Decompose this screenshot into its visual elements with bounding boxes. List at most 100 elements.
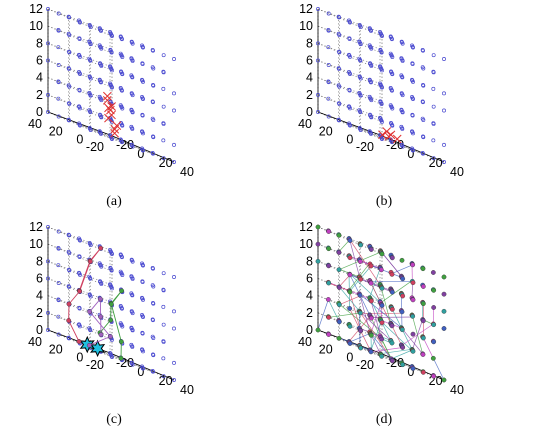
data-point <box>338 285 360 312</box>
data-point <box>130 328 135 333</box>
data-point <box>172 275 176 279</box>
data-point <box>151 66 156 71</box>
data-point <box>337 15 341 20</box>
data-point <box>104 113 113 123</box>
data-point <box>161 374 166 379</box>
y-tick-label: 20 <box>49 125 63 139</box>
data-point <box>140 62 145 66</box>
data-point <box>172 360 176 365</box>
data-point <box>326 332 332 337</box>
data-point <box>326 80 331 85</box>
data-point <box>76 339 82 344</box>
data-point <box>46 225 50 229</box>
data-point <box>442 160 446 164</box>
data-point <box>151 318 155 323</box>
data-point <box>441 326 447 331</box>
data-point <box>400 293 406 299</box>
data-point <box>379 102 384 106</box>
data-point <box>172 160 176 164</box>
data-point <box>118 339 124 345</box>
data-point <box>368 349 374 355</box>
data-point <box>78 272 82 277</box>
data-point <box>337 66 341 71</box>
data-point <box>172 91 176 96</box>
data-point <box>347 323 353 329</box>
data-point <box>368 280 374 286</box>
z-tick-label: 0 <box>306 323 313 337</box>
data-point <box>339 295 361 305</box>
data-point <box>326 28 331 33</box>
data-point <box>120 255 124 260</box>
data-point <box>141 45 145 50</box>
data-point <box>400 362 406 368</box>
z-tick-label: 2 <box>36 88 43 102</box>
data-point <box>421 151 425 156</box>
data-point <box>56 80 61 85</box>
data-point <box>67 268 72 273</box>
data-point <box>370 299 382 339</box>
data-point <box>390 106 395 111</box>
data-point <box>390 37 394 42</box>
data-point <box>411 148 415 153</box>
data-point <box>151 266 155 271</box>
data-point <box>336 267 342 273</box>
data-point <box>412 319 423 351</box>
data-point <box>370 333 392 359</box>
data-point <box>56 96 61 101</box>
y-tick-label: -20 <box>356 358 374 372</box>
data-point <box>130 259 135 264</box>
data-point <box>410 297 416 303</box>
z-tick-label: 6 <box>36 272 43 286</box>
data-point <box>389 358 395 364</box>
data-point <box>400 41 405 46</box>
y-tick-label: 40 <box>28 117 42 131</box>
z-tick-label: 8 <box>306 254 313 268</box>
data-point <box>431 104 436 109</box>
z-tick-label: 12 <box>299 220 313 234</box>
data-point <box>400 58 405 63</box>
data-point <box>77 306 82 311</box>
data-point <box>411 97 415 101</box>
data-point <box>56 229 61 234</box>
data-point <box>161 156 166 161</box>
data-point <box>399 257 405 263</box>
data-point <box>172 326 176 331</box>
data-point <box>337 50 342 55</box>
data-point <box>99 281 104 286</box>
data-point <box>109 268 114 273</box>
data-point <box>120 88 124 93</box>
data-point <box>347 88 352 93</box>
data-point <box>358 42 363 47</box>
data-point <box>67 118 71 123</box>
data-point <box>46 41 50 46</box>
data-point <box>359 293 402 328</box>
data-point <box>389 306 395 312</box>
data-point <box>338 274 351 288</box>
grid-line <box>47 8 111 33</box>
data-point <box>348 72 352 76</box>
data-point <box>120 106 125 111</box>
y-tick-label: 0 <box>76 350 83 364</box>
data-point <box>390 123 395 128</box>
data-point <box>380 251 402 277</box>
data-point <box>46 92 50 97</box>
data-point <box>378 130 387 140</box>
data-point <box>347 289 353 295</box>
data-point <box>88 76 93 81</box>
data-point <box>56 263 61 268</box>
data-point <box>326 96 331 101</box>
data-point <box>77 288 83 294</box>
data-point <box>110 252 114 256</box>
data-point <box>67 66 71 71</box>
data-point <box>358 276 364 282</box>
panel-caption: (d) <box>376 412 393 427</box>
data-point <box>103 91 112 101</box>
data-point <box>67 33 72 38</box>
data-point <box>110 128 119 138</box>
data-point <box>172 57 176 61</box>
data-point <box>399 309 405 315</box>
data-point <box>56 28 61 33</box>
data-point <box>431 287 437 293</box>
data-point <box>357 310 363 316</box>
data-point <box>109 102 114 106</box>
